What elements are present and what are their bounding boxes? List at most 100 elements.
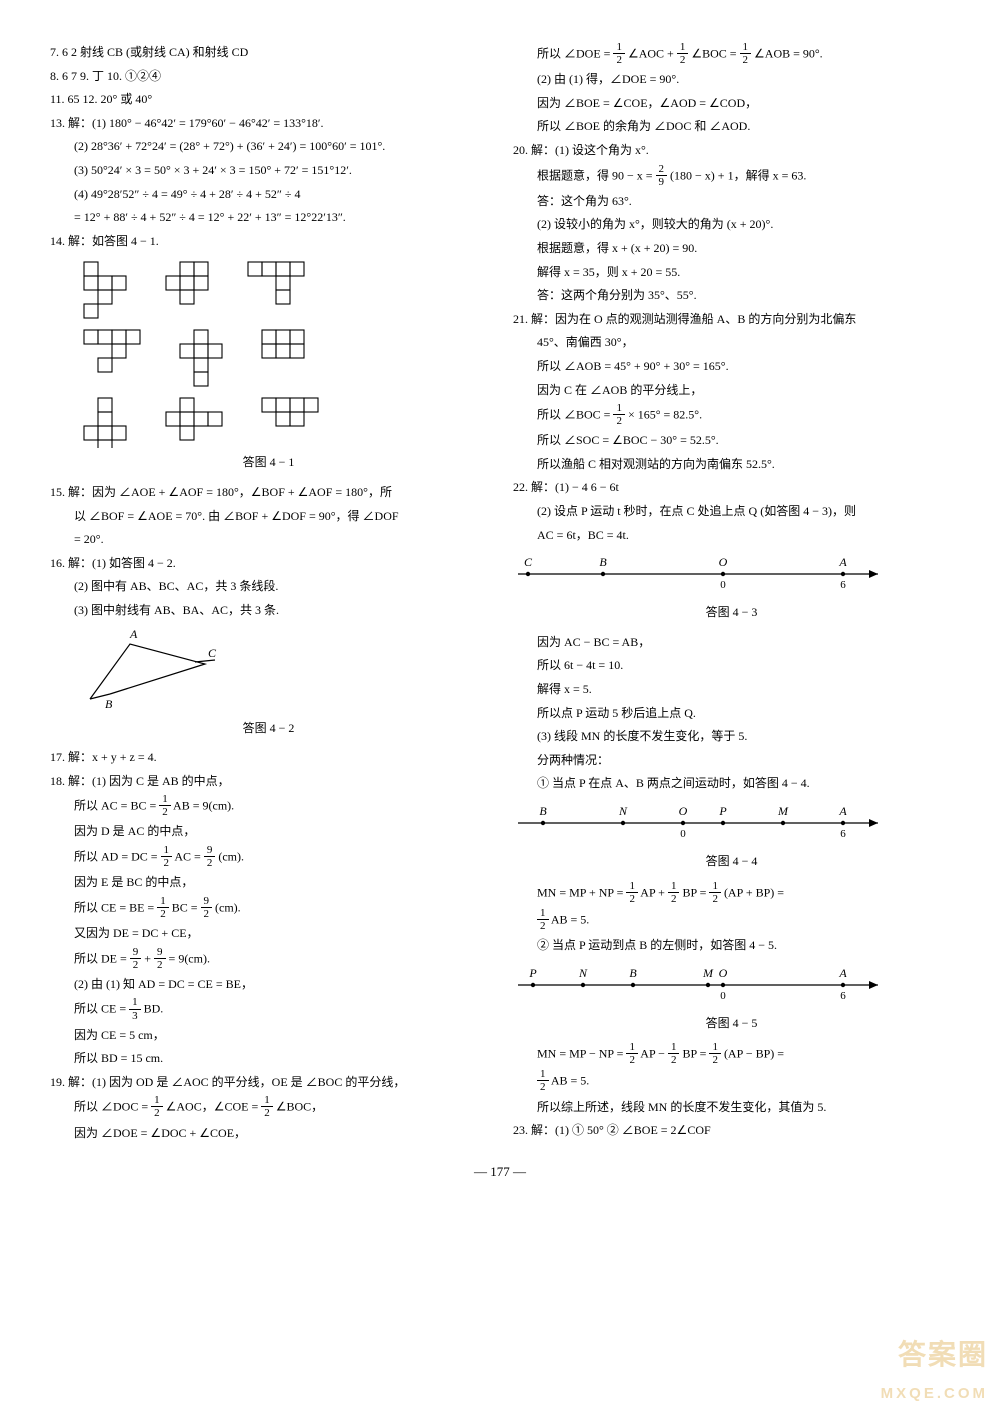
text-line: 答：这两个角分别为 35°、55°. — [513, 285, 950, 307]
text-line: 因为 ∠DOE = ∠DOC + ∠COE， — [50, 1123, 487, 1145]
text-line: 分两种情况： — [513, 750, 950, 772]
svg-text:M: M — [702, 966, 714, 980]
svg-text:C: C — [524, 555, 533, 569]
text-line: AC = 6t，BC = 4t. — [513, 525, 950, 547]
svg-text:B: B — [629, 966, 637, 980]
text-line: (3) 线段 MN 的长度不发生变化，等于 5. — [513, 726, 950, 748]
text-line: 因为 D 是 AC 的中点， — [50, 821, 487, 843]
svg-text:B: B — [539, 804, 547, 818]
text-line: 所以综上所述，线段 MN 的长度不发生变化，其值为 5. — [513, 1097, 950, 1119]
svg-text:C: C — [208, 646, 217, 660]
text-line: 22. 解：(1) − 4 6 − 6t — [513, 477, 950, 499]
text-line: 17. 解：x + y + z = 4. — [50, 747, 487, 769]
text-line: ① 当点 P 在点 A、B 两点之间运动时，如答图 4 − 4. — [513, 773, 950, 795]
svg-text:A: A — [838, 966, 847, 980]
text-line: 所以 ∠BOE 的余角为 ∠DOC 和 ∠AOD. — [513, 116, 950, 138]
text-line: 所以 DE = 92 + 92 = 9(cm). — [50, 947, 487, 972]
watermark-small: MXQE.COM — [881, 1380, 988, 1407]
text-line: MN = MP − NP = 12 AP − 12 BP = 12 (AP − … — [513, 1042, 950, 1067]
text-line: 12 AB = 5. — [513, 908, 950, 933]
text-line: 所以 CE = 13 BD. — [50, 997, 487, 1022]
figure-caption: 答图 4 − 1 — [50, 452, 487, 474]
svg-text:N: N — [578, 966, 588, 980]
text-line: = 20°. — [50, 529, 487, 551]
text-line: 所以 CE = BE = 12 BC = 92 (cm). — [50, 896, 487, 921]
text-line: 根据题意，得 90 − x = 29 (180 − x) + 1，解得 x = … — [513, 164, 950, 189]
text-line: (3) 图中射线有 AB、BA、AC，共 3 条. — [50, 600, 487, 622]
pentomino-svg — [80, 258, 440, 448]
text-line: 所以 ∠SOC = ∠BOC − 30° = 52.5°. — [513, 430, 950, 452]
text-line: 所以 6t − 4t = 10. — [513, 655, 950, 677]
text-line: 答：这个角为 63°. — [513, 191, 950, 213]
numberline-svg: PNBMO0A6 — [513, 959, 893, 1009]
text-line: 以 ∠BOF = ∠AOE = 70°. 由 ∠BOF + ∠DOF = 90°… — [50, 506, 487, 528]
svg-text:A: A — [129, 627, 138, 641]
text-line: MN = MP + NP = 12 AP + 12 BP = 12 (AP + … — [513, 881, 950, 906]
two-column-layout: 7. 6 2 射线 CB (或射线 CA) 和射线 CD 8. 6 7 9. 丁… — [50, 40, 950, 1146]
figure-4-4: BNO0PMA6 — [513, 797, 950, 847]
text-line: 21. 解：因为在 O 点的观测站测得渔船 A、B 的方向分别为北偏东 — [513, 309, 950, 331]
svg-text:M: M — [777, 804, 789, 818]
text-line: 16. 解：(1) 如答图 4 − 2. — [50, 553, 487, 575]
text-line: (2) 由 (1) 知 AD = DC = CE = BE， — [50, 974, 487, 996]
svg-text:O: O — [719, 555, 728, 569]
text-line: 又因为 DE = DC + CE， — [50, 923, 487, 945]
text-line: 23. 解：(1) ① 50° ② ∠BOE = 2∠COF — [513, 1120, 950, 1142]
text-line: 根据题意，得 x + (x + 20) = 90. — [513, 238, 950, 260]
figure-caption: 答图 4 − 2 — [50, 718, 487, 740]
text-line: 所以点 P 运动 5 秒后追上点 Q. — [513, 703, 950, 725]
svg-text:B: B — [105, 697, 113, 711]
svg-text:P: P — [718, 804, 727, 818]
text-line: 因为 E 是 BC 的中点， — [50, 872, 487, 894]
text-line: 因为 CE = 5 cm， — [50, 1025, 487, 1047]
text-line: 19. 解：(1) 因为 OD 是 ∠AOC 的平分线，OE 是 ∠BOC 的平… — [50, 1072, 487, 1094]
svg-text:0: 0 — [680, 828, 686, 840]
svg-text:A: A — [838, 555, 847, 569]
figure-4-5: PNBMO0A6 — [513, 959, 950, 1009]
triangle-svg: A B C — [50, 624, 220, 714]
text-line: 所以 ∠AOB = 45° + 90° + 30° = 165°. — [513, 356, 950, 378]
numberline-svg: BNO0PMA6 — [513, 797, 893, 847]
text-line: 所以 AC = BC = 12 AB = 9(cm). — [50, 794, 487, 819]
svg-text:6: 6 — [840, 579, 846, 591]
text-line: (4) 49°28′52″ ÷ 4 = 49° ÷ 4 + 28′ ÷ 4 + … — [50, 184, 487, 206]
watermark-big: 答案圈 — [881, 1330, 988, 1380]
text-line: (2) 设点 P 运动 t 秒时，在点 C 处追上点 Q (如答图 4 − 3)… — [513, 501, 950, 523]
text-line: 解得 x = 5. — [513, 679, 950, 701]
page-number: — 177 — — [50, 1160, 950, 1183]
text-line: 所以 ∠BOC = 12 × 165° = 82.5°. — [513, 403, 950, 428]
figure-caption: 答图 4 − 5 — [513, 1013, 950, 1035]
text-line: (2) 设较小的角为 x°，则较大的角为 (x + 20)°. — [513, 214, 950, 236]
right-column: 所以 ∠DOE = 12 ∠AOC + 12 ∠BOC = 12 ∠AOB = … — [505, 40, 950, 1146]
text-line: ② 当点 P 运动到点 B 的左侧时，如答图 4 − 5. — [513, 935, 950, 957]
text-line: 13. 解：(1) 180° − 46°42′ = 179°60′ − 46°4… — [50, 113, 487, 135]
figure-caption: 答图 4 − 4 — [513, 851, 950, 873]
text-line: 15. 解：因为 ∠AOE + ∠AOF = 180°，∠BOF + ∠AOF … — [50, 482, 487, 504]
svg-text:O: O — [719, 966, 728, 980]
text-line: 8. 6 7 9. 丁 10. ①②④ — [50, 66, 487, 88]
text-line: 因为 AC − BC = AB， — [513, 632, 950, 654]
figure-4-3: C B O 0 A 6 — [513, 548, 950, 598]
left-column: 7. 6 2 射线 CB (或射线 CA) 和射线 CD 8. 6 7 9. 丁… — [50, 40, 487, 1146]
text-line: 所以 ∠DOE = 12 ∠AOC + 12 ∠BOC = 12 ∠AOB = … — [513, 42, 950, 67]
text-line: = 12° + 88′ ÷ 4 + 52″ ÷ 4 = 12° + 22′ + … — [50, 207, 487, 229]
watermark: 答案圈 MXQE.COM — [881, 1330, 988, 1407]
numberline-svg: C B O 0 A 6 — [513, 548, 893, 598]
svg-text:P: P — [528, 966, 537, 980]
svg-text:0: 0 — [720, 579, 726, 591]
text-line: 11. 65 12. 20° 或 40° — [50, 89, 487, 111]
text-line: 20. 解：(1) 设这个角为 x°. — [513, 140, 950, 162]
text-line: (2) 由 (1) 得，∠DOE = 90°. — [513, 69, 950, 91]
text-line: 所以 BD = 15 cm. — [50, 1048, 487, 1070]
text-line: 因为 C 在 ∠AOB 的平分线上， — [513, 380, 950, 402]
text-line: (2) 28°36′ + 72°24′ = (28° + 72°) + (36′… — [50, 136, 487, 158]
text-line: (2) 图中有 AB、BC、AC，共 3 条线段. — [50, 576, 487, 598]
svg-text:B: B — [599, 555, 607, 569]
svg-text:O: O — [679, 804, 688, 818]
figure-caption: 答图 4 − 3 — [513, 602, 950, 624]
text-line: 解得 x = 35，则 x + 20 = 55. — [513, 262, 950, 284]
text-line: 所以 ∠DOC = 12 ∠AOC，∠COE = 12 ∠BOC， — [50, 1095, 487, 1120]
text-line: 所以渔船 C 相对观测站的方向为南偏东 52.5°. — [513, 454, 950, 476]
text-line: 所以 AD = DC = 12 AC = 92 (cm). — [50, 845, 487, 870]
text-line: 45°、南偏西 30°， — [513, 332, 950, 354]
